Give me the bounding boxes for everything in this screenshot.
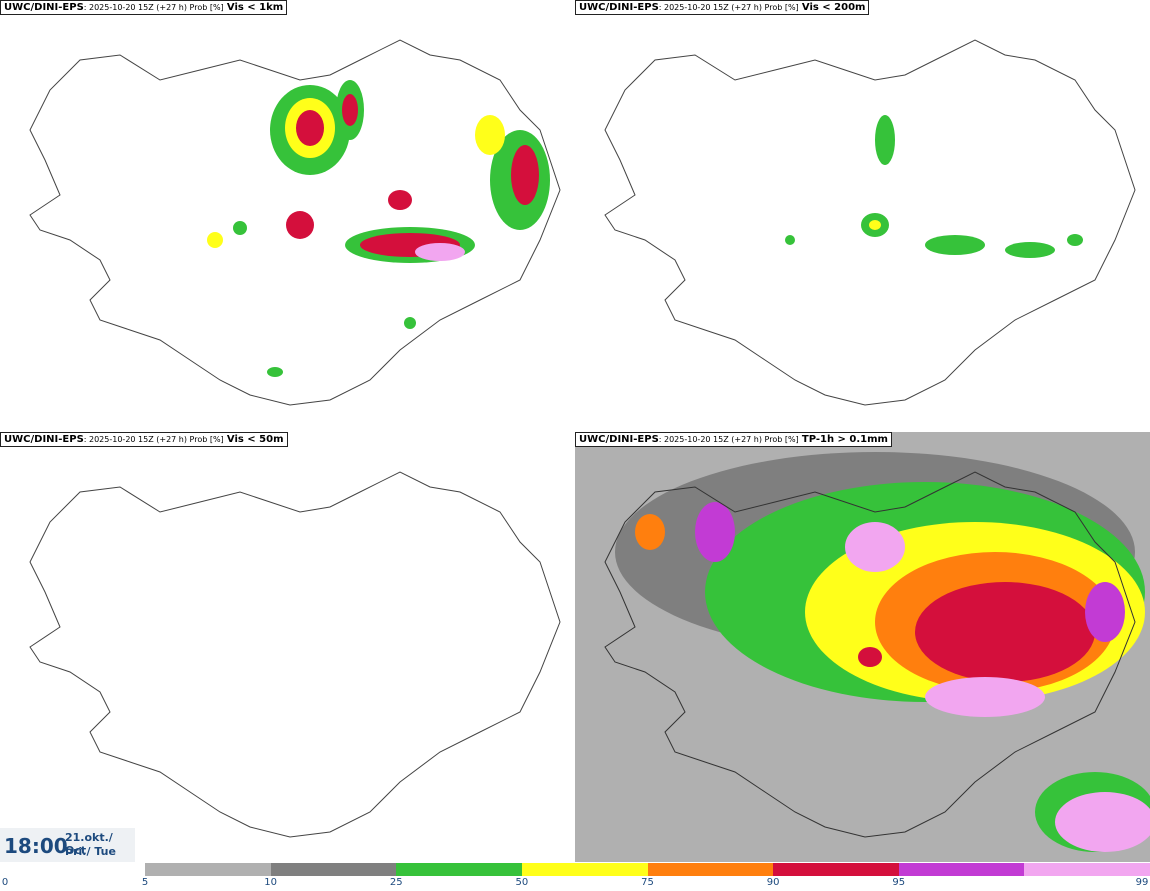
vis-1km-prob-area bbox=[475, 115, 505, 155]
probability-legend bbox=[145, 863, 1150, 876]
vis-1km-prob-area bbox=[388, 190, 412, 210]
iceland-coastline bbox=[29, 39, 561, 406]
vis-200m-prob-area bbox=[1067, 234, 1083, 246]
legend-tick-label: 5 bbox=[141, 877, 149, 888]
iceland-coastline bbox=[29, 471, 561, 838]
vis-1km-prob-area bbox=[342, 94, 358, 126]
tp-1h-prob-area bbox=[858, 647, 882, 667]
tp-1h-prob-area bbox=[1085, 582, 1125, 642]
vis-1km-prob-area bbox=[233, 221, 247, 235]
legend-swatch bbox=[145, 863, 271, 876]
map-panel-vis-200m: UWC/DINI-EPS: 2025-10-20 15Z (+27 h) Pro… bbox=[575, 0, 1150, 430]
map-vis-50m bbox=[29, 471, 561, 838]
legend-tick-label: 90 bbox=[766, 877, 780, 888]
iceland-coastline bbox=[604, 471, 1136, 838]
legend-tick-label: 99 bbox=[1135, 877, 1149, 888]
vis-1km-prob-area bbox=[296, 110, 324, 146]
tp-1h-prob-area bbox=[1055, 792, 1150, 852]
legend-tick-label: 10 bbox=[264, 877, 277, 888]
valid-time: 18:00 bbox=[4, 834, 68, 858]
legend-swatch bbox=[898, 863, 1025, 876]
valid-time-box: 18:00 21.okt./ Oct Þri./ Tue bbox=[0, 828, 135, 862]
panel-title: UWC/DINI-EPS: 2025-10-20 15Z (+27 h) Pro… bbox=[0, 432, 288, 447]
valid-date: 21.okt./ Oct bbox=[65, 831, 113, 857]
vis-1km-prob-area bbox=[511, 145, 539, 205]
tp-1h-prob-area bbox=[845, 522, 905, 572]
vis-1km-prob-area bbox=[286, 211, 314, 239]
legend-swatch bbox=[521, 863, 648, 876]
tp-1h-prob-area bbox=[695, 502, 735, 562]
panel-title: UWC/DINI-EPS: 2025-10-20 15Z (+27 h) Pro… bbox=[575, 432, 892, 447]
map-panel-vis-50m: UWC/DINI-EPS: 2025-10-20 15Z (+27 h) Pro… bbox=[0, 432, 575, 862]
panel-title: UWC/DINI-EPS: 2025-10-20 15Z (+27 h) Pro… bbox=[0, 0, 288, 15]
iceland-coastline bbox=[604, 39, 1136, 406]
vis-200m-prob-area bbox=[869, 220, 881, 230]
map-vis-200m bbox=[604, 39, 1136, 406]
tp-1h-prob-area bbox=[635, 514, 665, 550]
legend-tick-label: 0 bbox=[1, 877, 9, 888]
legend-swatch bbox=[270, 863, 397, 876]
tp-1h-probability-areas bbox=[615, 452, 1150, 852]
tp-1h-prob-area bbox=[925, 677, 1045, 717]
map-panel-vis-1km: UWC/DINI-EPS: 2025-10-20 15Z (+27 h) Pro… bbox=[0, 0, 575, 430]
legend-swatch bbox=[773, 863, 899, 876]
tp-1h-prob-area bbox=[915, 582, 1095, 682]
panel-title: UWC/DINI-EPS: 2025-10-20 15Z (+27 h) Pro… bbox=[575, 0, 870, 15]
vis-200m-probability-areas bbox=[785, 115, 1083, 258]
vis-1km-prob-area bbox=[267, 367, 283, 377]
legend-swatch bbox=[1024, 863, 1150, 876]
valid-day: Þri./ Tue bbox=[65, 845, 116, 858]
vis-200m-prob-area bbox=[925, 235, 985, 255]
legend-tick-label: 95 bbox=[892, 877, 906, 888]
map-panel-tp-1h: UWC/DINI-EPS: 2025-10-20 15Z (+27 h) Pro… bbox=[575, 432, 1150, 862]
legend-tick-label: 50 bbox=[515, 877, 529, 888]
vis-200m-prob-area bbox=[875, 115, 895, 165]
vis-1km-prob-area bbox=[207, 232, 223, 248]
vis-200m-prob-area bbox=[785, 235, 795, 245]
vis-1km-prob-area bbox=[415, 243, 465, 261]
legend-swatch bbox=[396, 863, 522, 876]
vis-1km-probability-areas bbox=[207, 80, 550, 377]
map-tp-1h bbox=[575, 432, 1150, 862]
vis-1km-prob-area bbox=[404, 317, 416, 329]
legend-swatch bbox=[647, 863, 774, 876]
legend-tick-label: 25 bbox=[389, 877, 403, 888]
legend-tick-label: 75 bbox=[641, 877, 654, 888]
map-vis-1km bbox=[29, 39, 561, 406]
vis-200m-prob-area bbox=[1005, 242, 1055, 258]
